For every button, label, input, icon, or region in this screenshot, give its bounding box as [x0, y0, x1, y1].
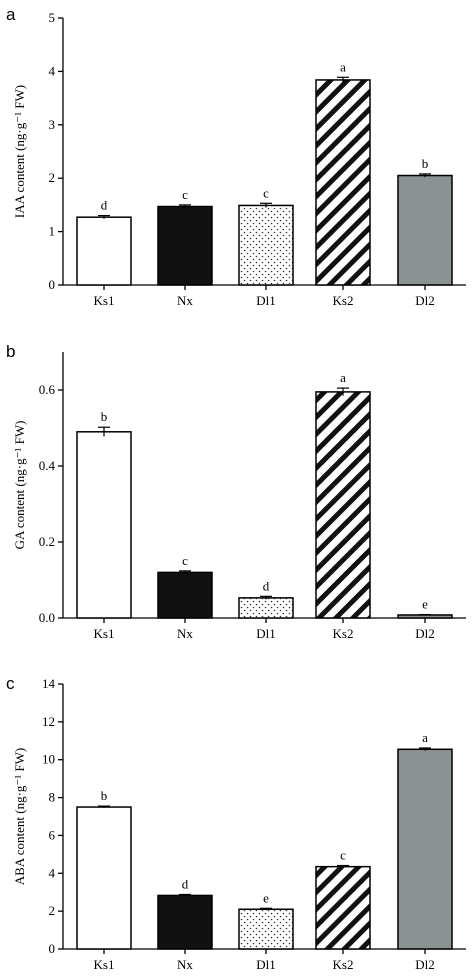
y-axis-title: GA content (ng·g⁻¹ FW) — [12, 421, 27, 550]
y-tick-label: 8 — [49, 790, 56, 805]
y-tick-label: 1 — [49, 224, 56, 239]
bar-dl2 — [397, 174, 453, 286]
bar-dl2 — [397, 614, 453, 619]
x-tick-label: Dl2 — [415, 293, 435, 308]
bar-nx — [157, 205, 213, 286]
y-tick-label: 14 — [42, 676, 56, 691]
y-tick-label: 4 — [49, 865, 56, 880]
significance-label: d — [263, 578, 270, 593]
y-tick-label: 5 — [49, 10, 56, 25]
panel-letter-b: b — [6, 342, 15, 361]
x-tick-label: Dl2 — [415, 957, 435, 972]
x-tick-label: Ks2 — [333, 957, 354, 972]
y-tick-label: 4 — [49, 63, 56, 78]
bar-dl1 — [238, 204, 294, 286]
y-tick-label: 0.4 — [39, 458, 56, 473]
panel-letter-a: a — [6, 5, 16, 24]
y-tick-label: 2 — [49, 903, 56, 918]
y-axis-title: ABA content (ng·g⁻¹ FW) — [12, 748, 27, 886]
x-tick-label: Ks1 — [94, 957, 115, 972]
panel-c: c 0 2 4 6 8 10 12 14 ABA content (ng·g⁻¹ FW) b Ks1 d… — [6, 674, 466, 972]
panel-letter-c: c — [6, 674, 15, 693]
x-tick-label: Ks1 — [94, 293, 115, 308]
bar-ks2 — [315, 865, 371, 950]
bar-nx — [157, 894, 213, 950]
significance-label: b — [422, 156, 429, 171]
y-tick-label: 0 — [49, 277, 56, 292]
bar-dl2 — [397, 748, 453, 950]
panel-b: b 0.0 0.2 0.4 0.6 GA content (ng·g⁻¹ FW) b Ks1 c… — [6, 342, 466, 641]
bar-nx — [157, 571, 213, 619]
significance-label: c — [182, 187, 188, 202]
y-axis-title: IAA content (ng·g⁻¹ FW) — [12, 85, 27, 218]
significance-label: c — [182, 553, 188, 568]
x-tick-label: Ks1 — [94, 626, 115, 641]
bar-ks1 — [76, 216, 132, 286]
bar-ks2 — [315, 79, 371, 286]
significance-label: e — [422, 597, 428, 612]
y-tick-label: 0.0 — [39, 610, 55, 625]
y-tick-label: 3 — [49, 117, 56, 132]
x-tick-label: Dl2 — [415, 626, 435, 641]
y-tick-label: 6 — [49, 827, 56, 842]
x-tick-label: Dl1 — [256, 626, 276, 641]
x-tick-label: Nx — [177, 626, 193, 641]
significance-label: a — [340, 59, 346, 74]
y-tick-label: 0.6 — [39, 382, 56, 397]
significance-label: b — [101, 409, 108, 424]
bar-ks2 — [315, 391, 371, 619]
bar-dl1 — [238, 597, 294, 619]
x-tick-label: Dl1 — [256, 957, 276, 972]
y-tick-label: 10 — [42, 752, 55, 767]
y-tick-label: 12 — [42, 714, 55, 729]
x-tick-label: Nx — [177, 293, 193, 308]
significance-label: e — [263, 890, 269, 905]
y-tick-label: 0 — [49, 941, 56, 956]
x-tick-label: Dl1 — [256, 293, 276, 308]
significance-label: c — [263, 185, 269, 200]
bar-ks1 — [76, 806, 132, 950]
panel-a: a 0 1 2 3 4 5 IAA content (ng·g⁻¹ FW) d Ks1 c Nx c Dl… — [6, 5, 466, 308]
significance-label: d — [101, 198, 108, 213]
significance-label: a — [340, 370, 346, 385]
bar-ks1 — [76, 431, 132, 619]
y-tick-label: 2 — [49, 170, 56, 185]
x-tick-label: Nx — [177, 957, 193, 972]
significance-label: d — [182, 876, 189, 891]
bar-dl1 — [238, 908, 294, 950]
significance-label: c — [340, 848, 346, 863]
significance-label: b — [101, 788, 108, 803]
x-tick-label: Ks2 — [333, 293, 354, 308]
x-tick-label: Ks2 — [333, 626, 354, 641]
y-tick-label: 0.2 — [39, 534, 55, 549]
significance-label: a — [422, 730, 428, 745]
